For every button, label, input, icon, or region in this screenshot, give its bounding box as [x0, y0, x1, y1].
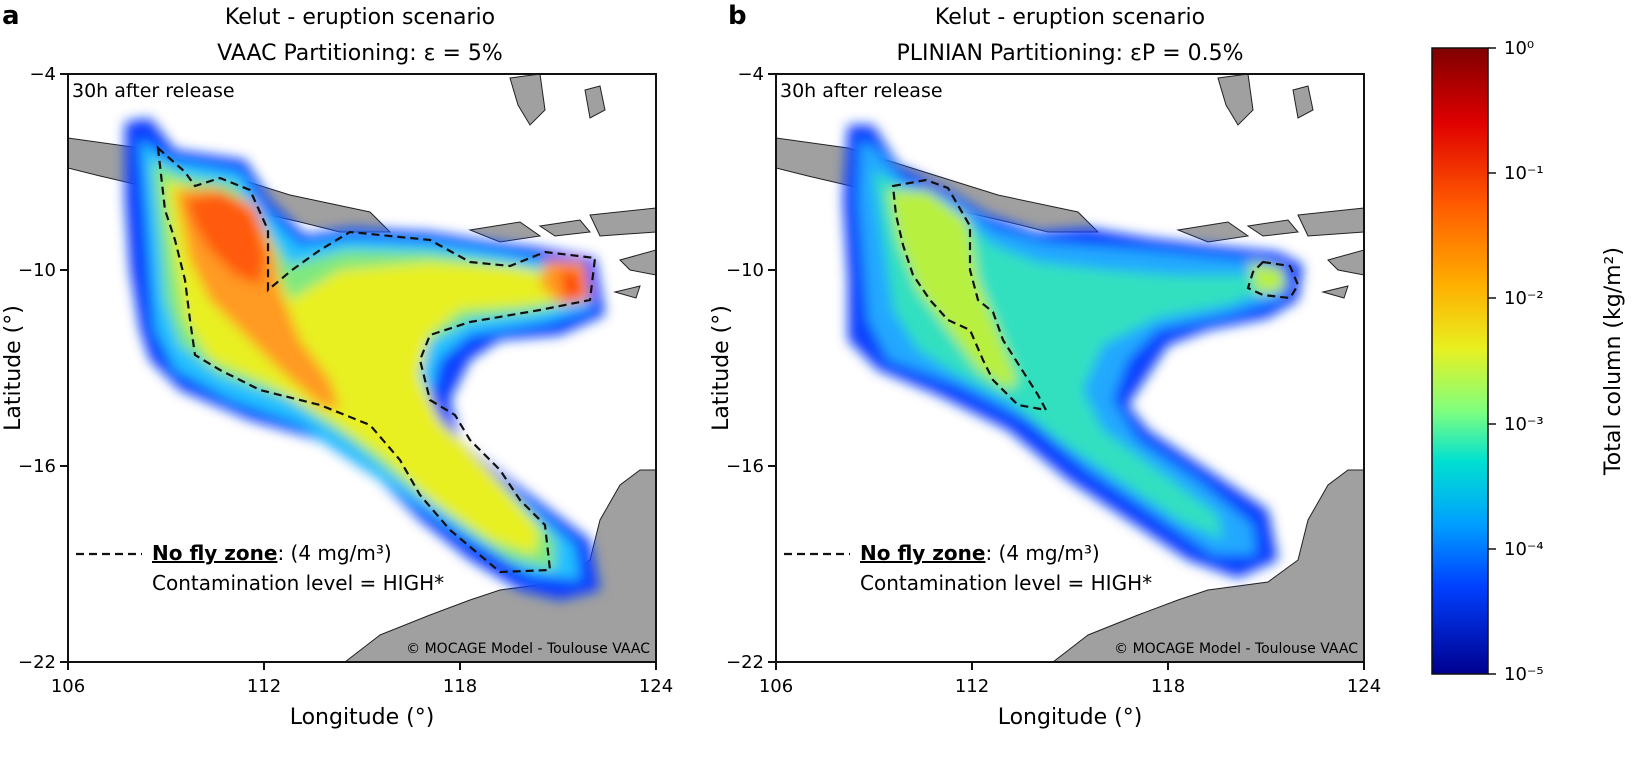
legend-no-fly-label: No fly zone: [860, 541, 985, 565]
y-axis-label: Latitude (°): [709, 305, 734, 431]
land-australia: [1052, 469, 1364, 662]
no-fly-zone-contour: [156, 145, 597, 574]
y-tick-label: −10: [18, 260, 56, 281]
legend-contamination: Contamination level = HIGH*: [860, 571, 1152, 595]
y-axis-label: Latitude (°): [1, 305, 26, 431]
colorbar-label: Total column (kg/m²): [1601, 247, 1626, 476]
tick-marks: [768, 73, 1365, 670]
plot-frame: [775, 73, 1365, 663]
panel-letter: a: [2, 1, 20, 31]
y-tick-label: −10: [726, 260, 764, 281]
x-tick-label: 118: [443, 676, 477, 697]
time-label: 30h after release: [72, 80, 235, 102]
model-credit: © MOCAGE Model - Toulouse VAAC: [1114, 641, 1358, 657]
panel-subtitle: VAAC Partitioning: ε = 5%: [217, 41, 503, 66]
y-tick-label: −22: [726, 652, 764, 673]
plot-frame: [67, 73, 657, 663]
model-credit: © MOCAGE Model - Toulouse VAAC: [406, 641, 650, 657]
x-tick-label: 106: [51, 676, 85, 697]
no-fly-zone-contour: [891, 178, 1049, 412]
tick-marks: [60, 73, 657, 670]
colorbar-tick-label: 10⁻¹: [1504, 163, 1544, 184]
colorbar-tick-label: 10⁻⁵: [1504, 664, 1544, 685]
panel-title: Kelut - eruption scenario: [935, 5, 1205, 30]
colorbar-tick-label: 10⁰: [1504, 38, 1534, 59]
panel-subtitle: PLINIAN Partitioning: εP = 0.5%: [896, 41, 1243, 66]
x-tick-label: 118: [1151, 676, 1185, 697]
x-tick-label: 112: [247, 676, 281, 697]
colorbar-tick-label: 10⁻³: [1504, 414, 1544, 435]
colorbar-tick-label: 10⁻²: [1504, 288, 1544, 309]
colorbar: 10⁰ 10⁻¹ 10⁻² 10⁻³ 10⁻⁴ 10⁻⁵ Total colum…: [1431, 38, 1626, 685]
y-tick-label: −16: [726, 456, 764, 477]
x-axis-label: Longitude (°): [998, 705, 1143, 730]
x-tick-label: 112: [955, 676, 989, 697]
map-panel-a: a Kelut - eruption scenario VAAC Partiti…: [1, 1, 673, 730]
y-tick-label: −22: [18, 652, 56, 673]
y-tick-label: −16: [18, 456, 56, 477]
legend-entry: No fly zone: (4 mg/m³): [152, 541, 392, 565]
y-tick-label: −4: [29, 64, 56, 85]
legend-threshold: : (4 mg/m³): [277, 541, 391, 565]
legend-no-fly-label: No fly zone: [152, 541, 277, 565]
colorbar-gradient: [1431, 47, 1489, 675]
ash-plume: [843, 125, 1303, 578]
x-axis-label: Longitude (°): [290, 705, 435, 730]
y-tick-label: −4: [737, 64, 764, 85]
colorbar-tick-label: 10⁻⁴: [1504, 539, 1544, 560]
legend-threshold: : (4 mg/m³): [985, 541, 1099, 565]
land-islands: [468, 74, 656, 299]
map-panel-b: b Kelut - eruption scenario PLINIAN Part…: [709, 1, 1381, 730]
x-tick-label: 124: [639, 676, 673, 697]
legend-entry: No fly zone: (4 mg/m³): [860, 541, 1100, 565]
legend-contamination: Contamination level = HIGH*: [152, 571, 444, 595]
no-fly-zone-contour: [1246, 260, 1300, 300]
colorbar-tick-marks: [1488, 47, 1496, 675]
x-tick-label: 106: [759, 676, 793, 697]
x-tick-label: 124: [1347, 676, 1381, 697]
land-islands: [1176, 74, 1364, 299]
panel-title: Kelut - eruption scenario: [225, 5, 495, 30]
ash-plume: [125, 118, 605, 600]
time-label: 30h after release: [780, 80, 943, 102]
panel-letter: b: [728, 1, 747, 31]
